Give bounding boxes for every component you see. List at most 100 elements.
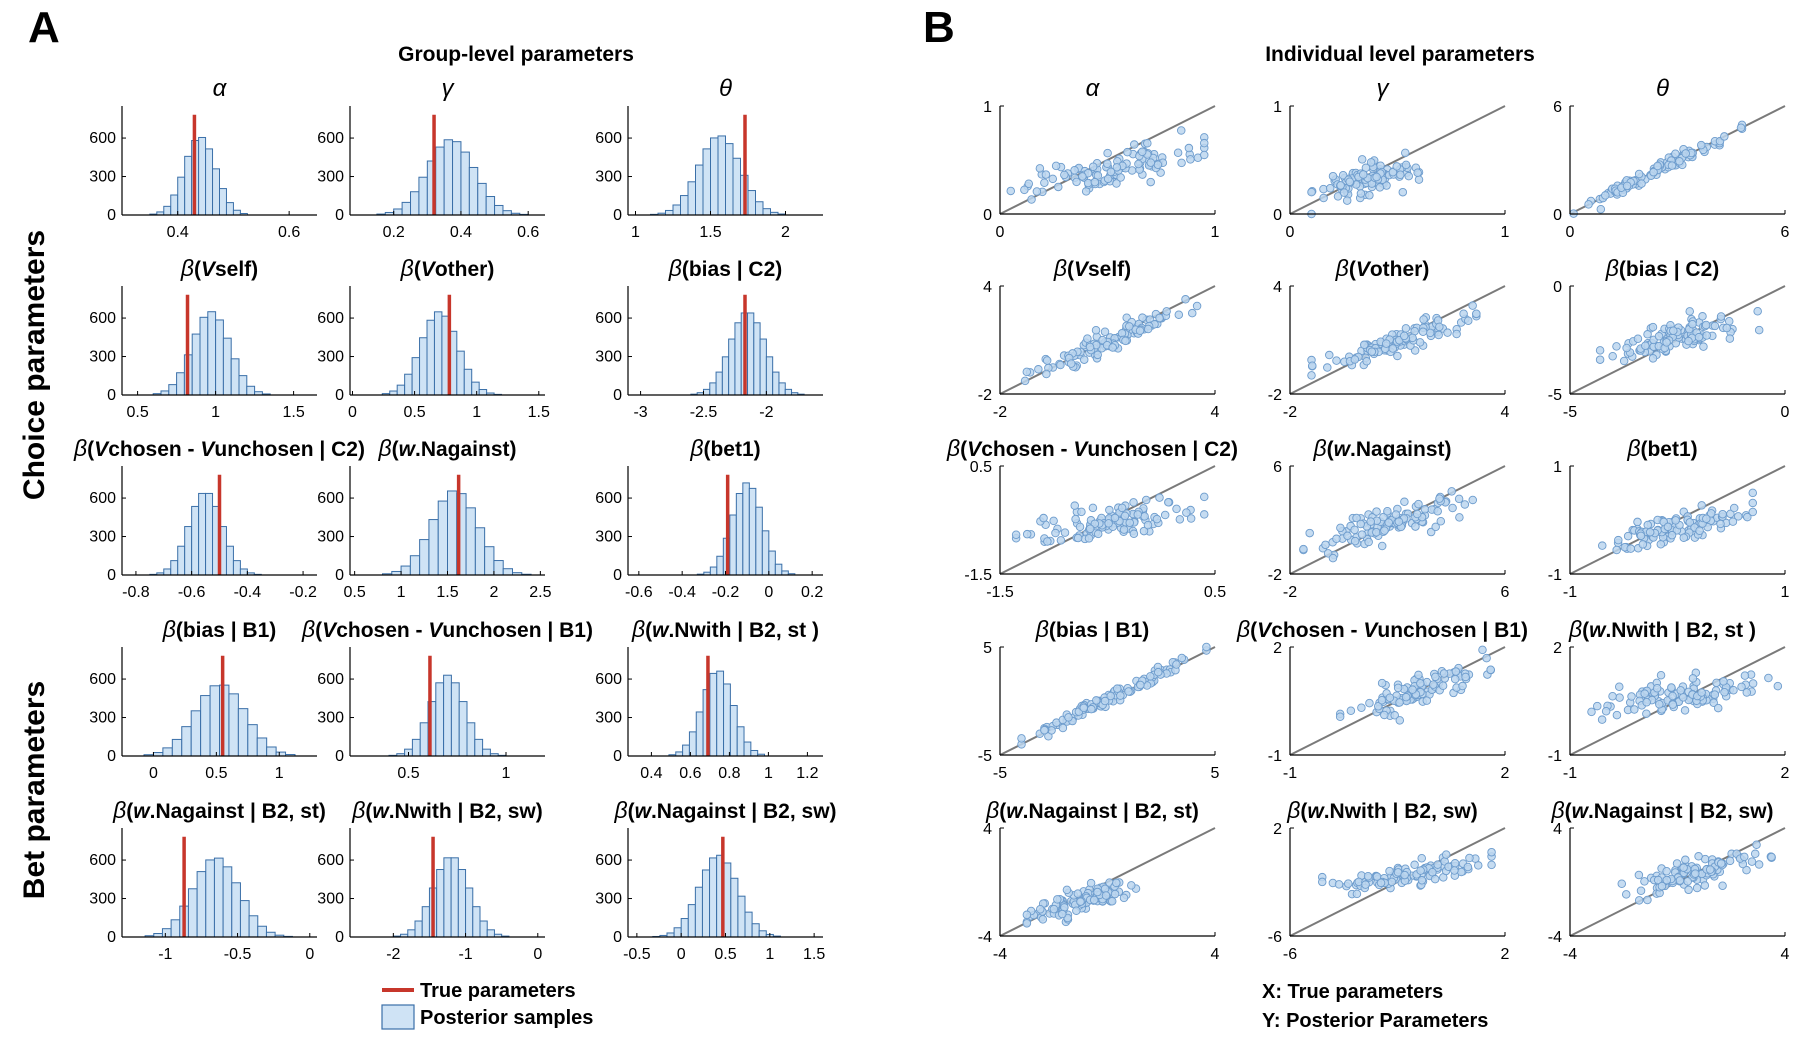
scatter-point	[1428, 867, 1437, 877]
scatter-point	[1321, 540, 1330, 550]
scatter-point	[1748, 488, 1757, 498]
panel-a-letter: A	[28, 3, 60, 52]
scatter-point	[1107, 897, 1117, 906]
histogram-bar	[205, 148, 214, 216]
scatter-point	[1431, 522, 1440, 532]
scatter-point	[1162, 307, 1171, 316]
y-tick-label: 0	[107, 748, 116, 765]
scatter-point	[1642, 709, 1651, 719]
y-tick-label: 300	[595, 349, 622, 366]
subplot-title: β(Vchosen - Vunchosen | C2)	[73, 435, 365, 461]
y-tick-label: 0	[107, 387, 116, 404]
scatter-point	[1396, 170, 1405, 179]
x-tick-label: -0.4	[234, 584, 262, 601]
subplot-title: β(w.Nwith | B2, sw)	[1286, 797, 1478, 823]
scatter-point	[1336, 523, 1345, 533]
scatter-point	[1747, 857, 1757, 866]
histogram-bar	[723, 862, 732, 938]
x-tick-label: 6	[1781, 224, 1790, 241]
y-tick-label: 300	[89, 349, 116, 366]
histogram-bar	[435, 146, 445, 216]
scatter-point	[1116, 691, 1125, 700]
x-tick-label: 1	[1781, 584, 1790, 601]
histogram-subplot: β(Vchosen - Vunchosen | C2) 0 300 600 -0.8 -0…	[73, 435, 365, 601]
histogram-bar	[463, 368, 473, 396]
scatter-point	[1725, 334, 1735, 343]
x-tick-label: -1	[158, 946, 172, 963]
scatter-point	[1451, 667, 1461, 676]
scatter-point	[1360, 340, 1369, 350]
histogram-bar	[716, 670, 725, 757]
x-tick-label: 0.8	[718, 765, 740, 782]
x-axis-note: X: True parameters	[1262, 981, 1443, 1003]
subplot-title: β(w.Nagainst)	[1313, 435, 1452, 461]
scatter-point	[1468, 301, 1477, 310]
scatter-point	[1366, 517, 1375, 526]
scatter-point	[1085, 342, 1095, 352]
scatter-point	[1134, 159, 1143, 169]
histogram-bar	[482, 748, 491, 757]
panel-b-title: Individual level parameters	[1265, 43, 1535, 66]
histogram-bar	[225, 545, 234, 576]
scatter-point	[1478, 645, 1487, 655]
scatter-point	[1615, 693, 1624, 702]
histogram-bar	[478, 389, 488, 396]
scatter-point	[1380, 710, 1389, 720]
histogram-bar	[758, 930, 767, 938]
scatter-point	[1093, 529, 1103, 539]
scatter-point	[1645, 527, 1655, 537]
histogram-bar	[479, 920, 488, 938]
histogram-bar	[721, 356, 730, 396]
subplot-title: β(Vother)	[400, 255, 495, 281]
histogram-bar	[751, 923, 760, 938]
scatter-point	[1125, 518, 1134, 528]
scatter-point	[1084, 534, 1094, 543]
scatter-point	[1702, 514, 1711, 523]
scatter-point	[1117, 328, 1127, 338]
scatter-point	[1698, 312, 1707, 321]
scatter-point	[1299, 544, 1308, 554]
scatter-point	[1595, 346, 1605, 355]
scatter-point	[1177, 653, 1187, 663]
scatter-subplot: β(bet1) -1 1 -1 1	[1548, 435, 1790, 601]
histogram-bar	[239, 900, 250, 938]
x-tick-label: 0.5	[1204, 584, 1226, 601]
histogram-bar	[426, 319, 435, 396]
scatter-point	[1182, 508, 1191, 517]
legend-posterior-swatch	[381, 1004, 415, 1030]
histogram-bar	[502, 210, 512, 216]
y-tick-label: 0	[983, 207, 992, 224]
scatter-point	[1106, 691, 1115, 701]
scatter-point	[1422, 696, 1432, 705]
scatter-point	[1143, 324, 1153, 334]
histogram-bar	[702, 148, 711, 216]
histogram-bar	[232, 209, 241, 216]
scatter-point	[1385, 866, 1394, 876]
subplot-title: β(w.Nagainst | B2, st)	[112, 797, 326, 823]
scatter-point	[1433, 860, 1442, 869]
scatter-subplot: β(w.Nagainst | B2, st) -4 4 -4 4	[978, 797, 1220, 963]
x-tick-label: -5	[1563, 404, 1577, 421]
y-tick-label: 300	[89, 529, 116, 546]
scatter-point	[1648, 322, 1658, 332]
x-tick-label: 1.5	[436, 584, 458, 601]
y-tick-label: 600	[595, 671, 622, 688]
y-tick-label: 1	[983, 99, 992, 116]
scatter-point	[1452, 329, 1461, 339]
scatter-point	[1436, 517, 1446, 526]
y-tick-label: 4	[983, 279, 992, 296]
scatter-point	[1104, 519, 1113, 528]
scatter-point	[1022, 367, 1032, 377]
histogram-bar	[247, 724, 258, 757]
y-tick-label: 0	[1273, 207, 1282, 224]
scatter-point	[1684, 336, 1693, 346]
scatter-point	[1676, 686, 1685, 695]
scatter-point	[1697, 688, 1706, 697]
histogram-bar	[171, 738, 183, 757]
histogram-bar	[695, 711, 704, 757]
scatter-point	[1078, 172, 1087, 181]
histogram-bar	[457, 869, 467, 938]
histogram-bar	[750, 749, 759, 757]
x-tick-label: 1.5	[803, 946, 825, 963]
histogram-bar	[730, 877, 739, 938]
